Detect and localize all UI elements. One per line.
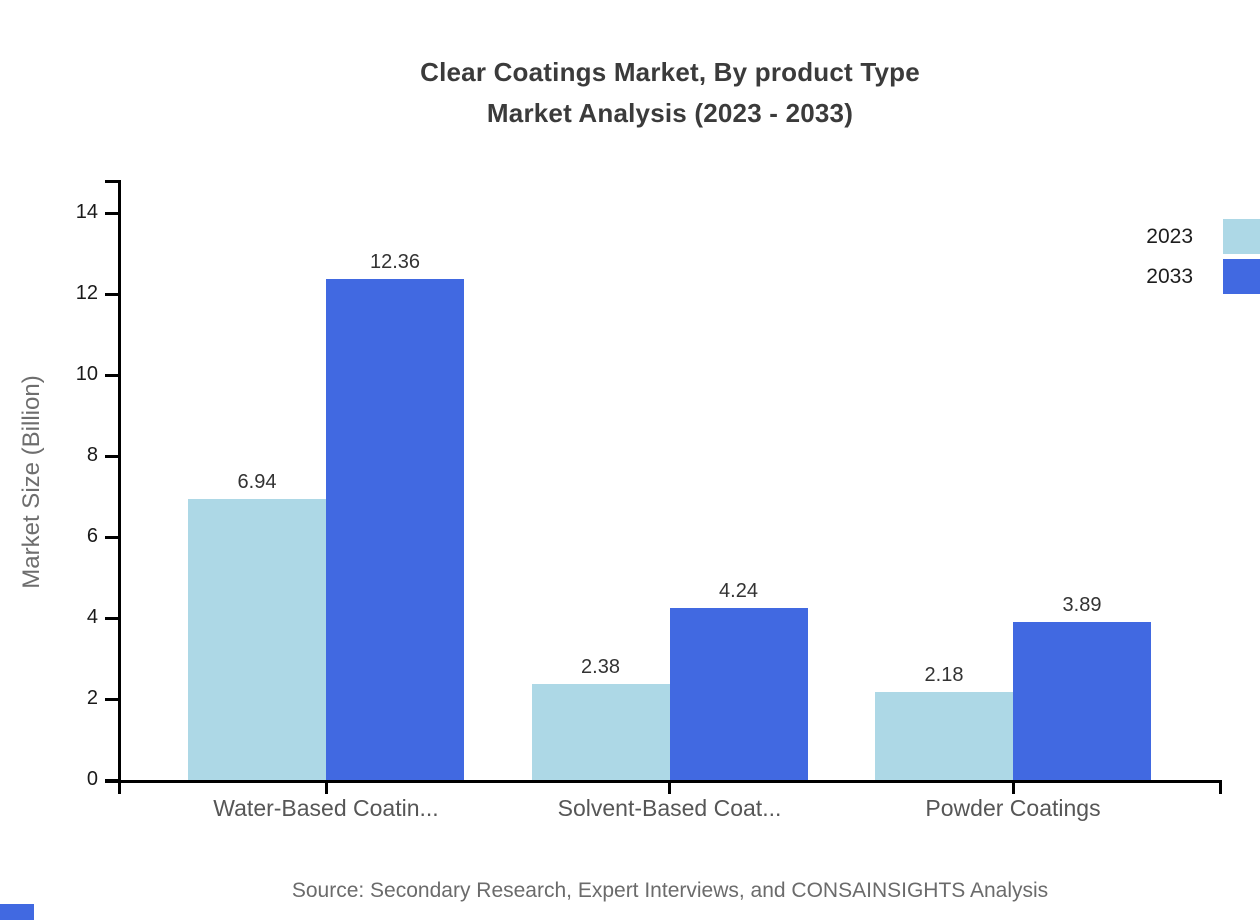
y-tick	[105, 536, 118, 539]
y-tick-label: 12	[75, 282, 98, 304]
y-tick-label: 0	[86, 768, 98, 790]
y-tick	[105, 698, 118, 701]
legend-label-2033: 2033	[1146, 264, 1193, 288]
legend-swatch-2023	[1223, 219, 1260, 254]
bar-2023-Water-Based Coatin...	[188, 498, 326, 780]
y-axis-end-cap	[105, 180, 121, 183]
legend-swatch-2033	[1223, 259, 1260, 294]
y-tick-label: 10	[75, 363, 98, 385]
y-tick-label: 4	[86, 606, 98, 628]
y-tick-label: 2	[86, 687, 98, 709]
value-label-2033-Solvent-Based Coat...: 4.24	[719, 580, 758, 603]
legend-item-2023: 2023	[1146, 219, 1260, 254]
bar-2023-Solvent-Based Coat...	[531, 683, 670, 780]
value-label-2023-Water-Based Coatin...: 6.94	[237, 470, 277, 493]
y-tick	[105, 617, 118, 620]
x-tick	[668, 780, 671, 794]
y-tick-label: 8	[86, 444, 98, 466]
y-tick	[105, 212, 118, 215]
y-tick-label: 6	[86, 525, 98, 547]
value-label-2033-Powder Coatings: 3.89	[1062, 594, 1102, 617]
y-tick	[105, 779, 118, 782]
value-label-2023-Powder Coatings: 2.18	[924, 663, 964, 686]
category-label: Water-Based Coatin...	[213, 795, 439, 821]
y-tick	[105, 374, 118, 377]
value-label-2023-Solvent-Based Coat...: 2.38	[581, 655, 620, 678]
x-tick	[1011, 780, 1015, 794]
bar-2033-Solvent-Based Coat...	[669, 608, 808, 780]
chart-title: Clear Coatings Market, By product Type M…	[80, 52, 1260, 134]
category-label: Solvent-Based Coat...	[557, 795, 782, 821]
x-axis-line	[105, 780, 1222, 783]
category-label: Powder Coatings	[925, 795, 1101, 821]
y-axis-line	[118, 180, 121, 794]
y-tick	[105, 455, 118, 458]
legend-label-2023: 2023	[1146, 224, 1193, 248]
value-label-2033-Water-Based Coatin...: 12.36	[369, 251, 421, 274]
source-note: Source: Secondary Research, Expert Inter…	[291, 879, 1049, 902]
x-axis-end-tick	[1219, 780, 1222, 794]
chart-title-line2: Market Analysis (2023 - 2033)	[486, 98, 854, 128]
y-tick	[105, 293, 118, 296]
legend-item-2033: 2033	[1146, 259, 1260, 294]
x-tick	[324, 780, 328, 794]
bar-2033-Water-Based Coatin...	[326, 279, 464, 780]
bar-2023-Powder Coatings	[875, 691, 1013, 780]
bar-2033-Powder Coatings	[1013, 622, 1151, 780]
y-tick-label: 14	[75, 201, 98, 223]
brand-mark	[0, 904, 34, 920]
chart-title-line1: Clear Coatings Market, By product Type	[420, 57, 920, 87]
